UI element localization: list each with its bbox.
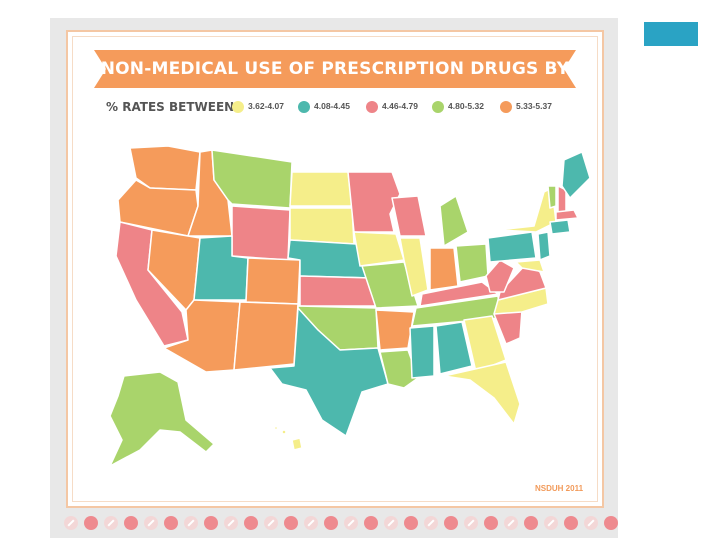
slide-accent-tab [644, 22, 698, 46]
state-ks [299, 275, 377, 307]
state-mi [439, 195, 469, 247]
legend-label: 4.08-4.45 [314, 101, 350, 111]
pill-icon [304, 516, 318, 530]
pill-icon [264, 516, 278, 530]
pill-icon [524, 516, 538, 530]
state-wy [231, 205, 291, 261]
pill-icon [544, 516, 558, 530]
pill-icon [164, 516, 178, 530]
title-banner [94, 50, 576, 88]
state-co [245, 257, 301, 305]
state-ar [375, 309, 415, 351]
pill-icon [84, 516, 98, 530]
pill-icon [184, 516, 198, 530]
state-wi [391, 195, 427, 237]
pill-icon [404, 516, 418, 530]
state-ny [497, 187, 557, 233]
state-md [515, 259, 545, 273]
legend-label: 5.33-5.37 [516, 101, 552, 111]
state-hi-island [273, 425, 279, 431]
pill-icon [564, 516, 578, 530]
legend-label: 4.46-4.79 [382, 101, 418, 111]
pill-icon [444, 516, 458, 530]
state-ga [463, 315, 507, 373]
state-nm [233, 301, 299, 371]
legend-label: 4.80-5.32 [448, 101, 484, 111]
legend-swatch [298, 101, 310, 113]
state-ma [555, 209, 579, 221]
state-mo [361, 261, 419, 309]
pill-icon [284, 516, 298, 530]
map-title: NON-MEDICAL USE OF PRESCRIPTION DRUGS BY… [100, 59, 570, 117]
decorative-pill-row [60, 516, 620, 532]
state-pa [487, 231, 537, 263]
state-nd [289, 171, 353, 207]
pill-icon [424, 516, 438, 530]
pill-icon [464, 516, 478, 530]
pill-icon [104, 516, 118, 530]
state-la [379, 349, 419, 389]
state-nj [537, 231, 551, 261]
state-sd [289, 207, 355, 245]
pill-icon [144, 516, 158, 530]
pill-icon [504, 516, 518, 530]
state-ak [109, 371, 215, 467]
legend-swatch [366, 101, 378, 113]
state-al [435, 321, 473, 375]
pill-icon [584, 516, 598, 530]
state-me [561, 151, 591, 199]
pill-icon [364, 516, 378, 530]
pill-icon [324, 516, 338, 530]
state-oh [455, 243, 489, 283]
state-fl [443, 361, 521, 425]
state-ky [419, 281, 499, 307]
pill-icon [124, 516, 138, 530]
state-hi [291, 437, 303, 451]
state-il [399, 237, 429, 297]
pill-icon [604, 516, 618, 530]
pill-icon [384, 516, 398, 530]
pill-icon [244, 516, 258, 530]
legend-title: % RATES BETWEEN: [106, 100, 240, 114]
state-hi-island [281, 429, 287, 435]
state-wv [485, 259, 515, 293]
legend-label: 3.62-4.07 [248, 101, 284, 111]
pill-icon [204, 516, 218, 530]
pill-icon [64, 516, 78, 530]
pill-icon [224, 516, 238, 530]
legend-swatch [232, 101, 244, 113]
state-mt [211, 149, 293, 209]
title-banner-text-wrap: NON-MEDICAL USE OF PRESCRIPTION DRUGS BY… [94, 50, 576, 117]
legend-swatch [432, 101, 444, 113]
source-note: NSDUH 2011 [535, 484, 584, 493]
state-tx [269, 307, 389, 437]
pill-icon [484, 516, 498, 530]
legend-swatch [500, 101, 512, 113]
state-ms [409, 325, 435, 379]
state-in [429, 247, 459, 291]
pill-icon [344, 516, 358, 530]
state-vt [547, 185, 557, 209]
state-ct [549, 219, 571, 235]
state-ia [353, 231, 405, 267]
